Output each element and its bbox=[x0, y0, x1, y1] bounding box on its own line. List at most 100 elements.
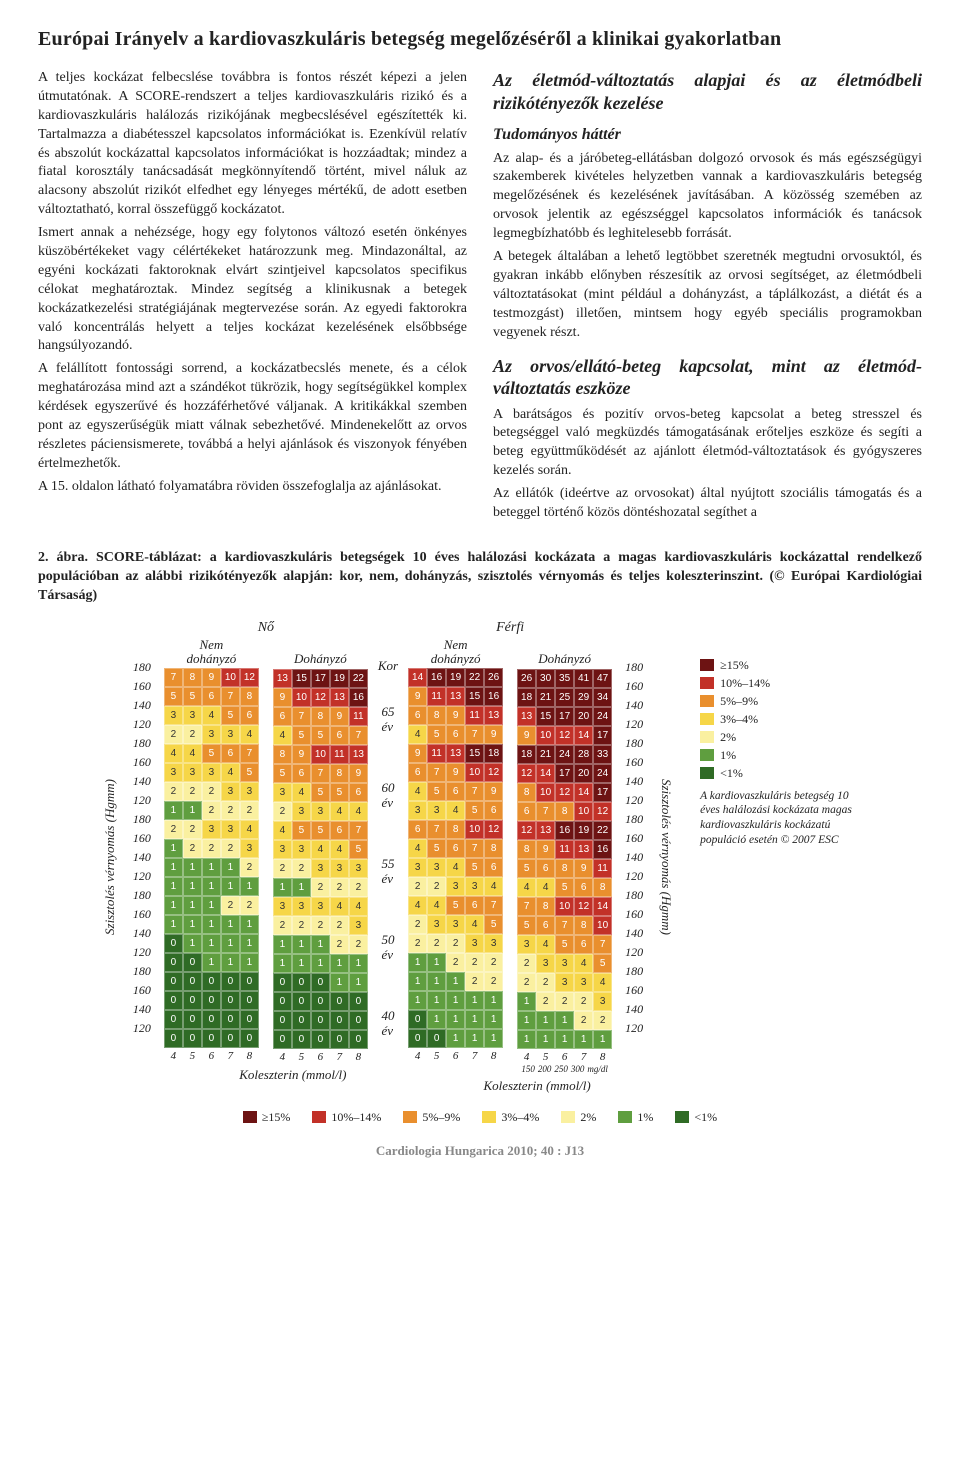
score-cell: 0 bbox=[292, 973, 311, 992]
score-cell: 2 bbox=[202, 839, 221, 858]
score-cell: 18 bbox=[517, 688, 536, 707]
score-cell: 1 bbox=[349, 954, 368, 973]
chol-tick: 4 bbox=[408, 1050, 427, 1062]
score-cell: 1 bbox=[536, 1011, 555, 1030]
score-cell: 8 bbox=[517, 783, 536, 802]
legend-swatch bbox=[700, 749, 714, 761]
score-cell: 3 bbox=[465, 934, 484, 953]
score-cell: 3 bbox=[183, 763, 202, 782]
score-cell: 2 bbox=[221, 839, 240, 858]
score-cell: 8 bbox=[555, 859, 574, 878]
score-cell: 0 bbox=[311, 992, 330, 1011]
score-cell: 6 bbox=[536, 916, 555, 935]
score-cell: 7 bbox=[221, 687, 240, 706]
score-cell: 3 bbox=[517, 935, 536, 954]
chol-tick: 5 bbox=[427, 1050, 446, 1062]
legend-item: 1% bbox=[700, 748, 860, 763]
score-cell: 7 bbox=[484, 896, 503, 915]
score-cell: 8 bbox=[484, 839, 503, 858]
score-cell: 2 bbox=[311, 916, 330, 935]
score-cell: 4 bbox=[446, 858, 465, 877]
mgdl-tick: 150 bbox=[521, 1064, 535, 1074]
bp-labels-left: 1801601401201801601401201801601401201801… bbox=[130, 658, 154, 1038]
score-cell: 6 bbox=[408, 820, 427, 839]
score-cell: 2 bbox=[311, 878, 330, 897]
score-cell: 3 bbox=[427, 915, 446, 934]
para: A betegek általában a lehető legtöbbet s… bbox=[493, 248, 922, 342]
score-cell: 2 bbox=[273, 802, 292, 821]
score-cell: 4 bbox=[349, 802, 368, 821]
score-grid-block: 781012145678103456723345 bbox=[517, 897, 612, 973]
score-cell: 1 bbox=[349, 973, 368, 992]
smoke-label: Dohányzó bbox=[538, 651, 591, 667]
score-cell: 0 bbox=[240, 972, 259, 991]
age-labels: Kor 65év60év55év50év40év bbox=[378, 658, 398, 1062]
score-cell: 0 bbox=[183, 991, 202, 1010]
legend-note: A kardiovaszkuláris betegség 10 éves hal… bbox=[700, 789, 860, 849]
score-cell: 12 bbox=[593, 802, 612, 821]
score-cell: 2 bbox=[446, 953, 465, 972]
score-cell: 4 bbox=[408, 896, 427, 915]
score-cell: 0 bbox=[311, 1011, 330, 1030]
score-cell: 7 bbox=[311, 764, 330, 783]
chol-tick: 5 bbox=[536, 1051, 555, 1063]
x-axis-label: Koleszterin (mmol/l) bbox=[239, 1067, 346, 1083]
score-cell: 13 bbox=[330, 688, 349, 707]
score-cell: 9 bbox=[273, 688, 292, 707]
age-label: 60év bbox=[381, 758, 394, 834]
legend-swatch bbox=[403, 1111, 417, 1123]
score-cell: 2 bbox=[202, 782, 221, 801]
legend-side: ≥15%10%–14%5%–9%3%–4%2%1%<1%A kardiovasz… bbox=[700, 658, 860, 849]
score-cell: 22 bbox=[349, 669, 368, 688]
legend-item: <1% bbox=[700, 766, 860, 781]
age-header: Kor bbox=[378, 658, 398, 674]
legend-swatch bbox=[312, 1111, 326, 1123]
score-cell: 16 bbox=[484, 687, 503, 706]
legend-item: <1% bbox=[675, 1110, 717, 1125]
score-cell: 6 bbox=[330, 821, 349, 840]
score-cell: 0 bbox=[183, 1029, 202, 1048]
score-cell: 1 bbox=[555, 1030, 574, 1049]
score-cell: 24 bbox=[555, 745, 574, 764]
score-cell: 1 bbox=[221, 858, 240, 877]
left-column: A teljes kockázat felbecslése továbbra i… bbox=[38, 69, 467, 527]
score-cell: 1 bbox=[202, 877, 221, 896]
score-cell: 0 bbox=[183, 1010, 202, 1029]
score-grid-block: 6781012456783345622334 bbox=[408, 820, 503, 896]
score-cell: 1 bbox=[465, 1029, 484, 1048]
score-cell: 3 bbox=[183, 706, 202, 725]
bp-tick: 180 bbox=[133, 888, 151, 903]
score-cell: 7 bbox=[427, 820, 446, 839]
score-cell: 9 bbox=[484, 782, 503, 801]
para: Ismert annak a nehézsége, hogy egy folyt… bbox=[38, 224, 467, 356]
score-cell: 9 bbox=[408, 687, 427, 706]
score-cell: 3 bbox=[446, 915, 465, 934]
score-cell: 2 bbox=[240, 896, 259, 915]
bp-tick: 140 bbox=[625, 926, 643, 941]
score-cell: 21 bbox=[536, 688, 555, 707]
chol-tick: 8 bbox=[240, 1050, 259, 1062]
score-cell: 18 bbox=[517, 745, 536, 764]
score-cell: 0 bbox=[408, 1029, 427, 1048]
score-cell: 0 bbox=[202, 1010, 221, 1029]
x-axis-label: Koleszterin (mmol/l) bbox=[483, 1078, 590, 1094]
score-cell: 4 bbox=[330, 897, 349, 916]
score-cell: 0 bbox=[202, 972, 221, 991]
score-cell: 3 bbox=[164, 763, 183, 782]
score-cell: 10 bbox=[221, 668, 240, 687]
score-cell: 30 bbox=[536, 669, 555, 688]
score-cell: 2 bbox=[536, 992, 555, 1011]
legend-label: 1% bbox=[720, 748, 736, 763]
score-cell: 29 bbox=[574, 688, 593, 707]
y-axis-label-right: Szisztolés vérnyomás (Hgmm) bbox=[656, 779, 676, 935]
score-cell: 2 bbox=[484, 972, 503, 991]
gender-male: Férfi Nemdohányzó 1416192226911131516689… bbox=[408, 620, 612, 1094]
score-cell: 1 bbox=[221, 934, 240, 953]
score-cell: 7 bbox=[465, 839, 484, 858]
score-cell: 0 bbox=[164, 1010, 183, 1029]
score-cell: 1 bbox=[330, 954, 349, 973]
score-cell: 1 bbox=[164, 839, 183, 858]
score-cell: 6 bbox=[446, 725, 465, 744]
score-chart: Szisztolés vérnyomás (Hgmm) 180160140120… bbox=[38, 620, 922, 1094]
score-cell: 47 bbox=[593, 669, 612, 688]
